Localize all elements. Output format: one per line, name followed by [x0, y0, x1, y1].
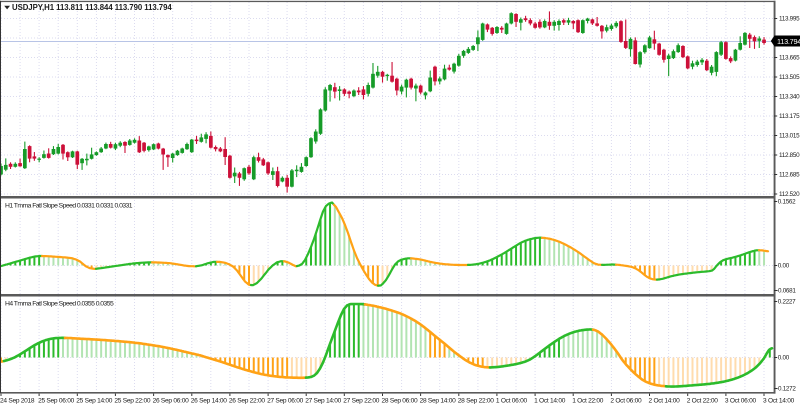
- svg-text:0.2227: 0.2227: [778, 299, 796, 306]
- svg-text:112.850: 112.850: [779, 152, 800, 159]
- svg-text:113.015: 113.015: [779, 133, 800, 140]
- svg-text:1 Oct 06:00: 1 Oct 06:00: [496, 398, 528, 405]
- svg-text:26 Sep 22:00: 26 Sep 22:00: [229, 398, 265, 405]
- svg-text:112.685: 112.685: [779, 172, 800, 179]
- svg-text:3 Oct 06:00: 3 Oct 06:00: [725, 398, 757, 405]
- svg-text:25 Sep 14:00: 25 Sep 14:00: [76, 398, 112, 405]
- svg-text:25 Sep 06:00: 25 Sep 06:00: [38, 398, 74, 405]
- svg-text:28 Sep 22:00: 28 Sep 22:00: [458, 398, 494, 405]
- svg-text:2 Oct 14:00: 2 Oct 14:00: [649, 398, 681, 405]
- svg-text:113.175: 113.175: [779, 113, 800, 120]
- svg-text:1 Oct 22:00: 1 Oct 22:00: [572, 398, 604, 405]
- svg-text:0.00: 0.00: [778, 355, 790, 362]
- svg-text:3 Oct 14:00: 3 Oct 14:00: [763, 398, 795, 405]
- svg-text:113.794: 113.794: [777, 37, 800, 46]
- svg-text:1 Oct 14:00: 1 Oct 14:00: [534, 398, 566, 405]
- svg-text:112.520: 112.520: [779, 191, 800, 198]
- svg-text:28 Sep 06:00: 28 Sep 06:00: [382, 398, 418, 405]
- svg-text:26 Sep 14:00: 26 Sep 14:00: [191, 398, 227, 405]
- svg-text:0.00: 0.00: [778, 263, 790, 270]
- svg-text:27 Sep 22:00: 27 Sep 22:00: [343, 398, 379, 405]
- svg-text:-0.1272: -0.1272: [776, 386, 796, 393]
- svg-text:113.995: 113.995: [779, 16, 800, 23]
- svg-text:25 Sep 22:00: 25 Sep 22:00: [114, 398, 150, 405]
- svg-text:0.1562: 0.1562: [778, 199, 796, 206]
- svg-text:26 Sep 06:00: 26 Sep 06:00: [153, 398, 189, 405]
- svg-text:27 Sep 06:00: 27 Sep 06:00: [267, 398, 303, 405]
- svg-text:USDJPY,H1 113.811 113.844 113: USDJPY,H1 113.811 113.844 113.790 113.79…: [12, 3, 172, 12]
- svg-text:113.665: 113.665: [779, 55, 800, 62]
- svg-text:-0.0681: -0.0681: [776, 288, 796, 295]
- svg-text:113.505: 113.505: [779, 74, 800, 81]
- svg-text:27 Sep 14:00: 27 Sep 14:00: [305, 398, 341, 405]
- svg-text:H1 Tmma Fatl Slope Speed 0.033: H1 Tmma Fatl Slope Speed 0.0331 0.0331 0…: [5, 203, 133, 210]
- svg-text:2 Oct 22:00: 2 Oct 22:00: [687, 398, 719, 405]
- svg-text:28 Sep 14:00: 28 Sep 14:00: [420, 398, 456, 405]
- svg-text:2 Oct 06:00: 2 Oct 06:00: [610, 398, 642, 405]
- svg-text:113.340: 113.340: [779, 94, 800, 101]
- svg-text:H4 Tmma Fatl Slope Speed 0.035: H4 Tmma Fatl Slope Speed 0.0355 0.0355: [5, 301, 114, 308]
- svg-text:24 Sep 2018: 24 Sep 2018: [0, 398, 35, 405]
